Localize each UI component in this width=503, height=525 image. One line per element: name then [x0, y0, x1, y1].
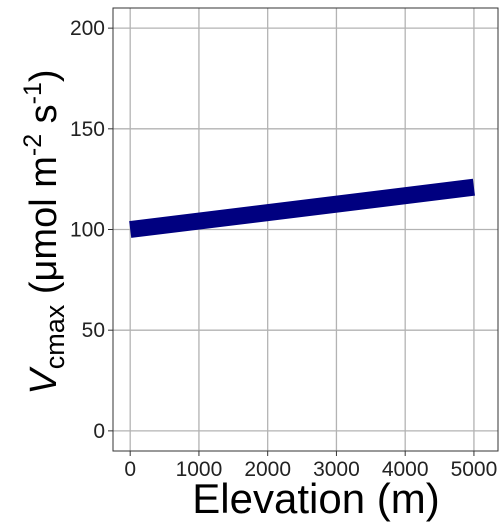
grid-lines — [113, 8, 498, 451]
axis-ticks: 0 1000 2000 3000 4000 5000 0 50 100 150 200 — [70, 17, 497, 481]
y-tick-label: 100 — [70, 219, 105, 242]
y-axis-title: Vcmax (μmol m-2 s-1) — [19, 69, 70, 394]
y-tick-label: 150 — [70, 118, 105, 141]
x-tick-label: 2000 — [244, 458, 291, 481]
y-axis-title-exp2: -1 — [19, 82, 47, 104]
y-tick-label: 200 — [70, 17, 105, 40]
y-axis-title-unit: (μmol m — [23, 156, 65, 305]
series-lines — [129, 178, 475, 238]
y-tick-label: 0 — [93, 420, 105, 443]
x-tick-label: 3000 — [313, 458, 360, 481]
y-axis-title-exp1: -2 — [19, 134, 47, 156]
y-axis-title-symbol: V — [23, 366, 65, 395]
x-axis-title: Elevation (m) — [192, 475, 439, 522]
x-tick-label: 5000 — [451, 458, 498, 481]
y-axis-title-subscript: cmax — [40, 304, 70, 369]
series-line — [129, 178, 475, 238]
x-tick-label: 0 — [124, 458, 136, 481]
x-tick-label: 1000 — [176, 458, 223, 481]
x-tick-label: 4000 — [382, 458, 429, 481]
y-axis-title-close: ) — [23, 69, 65, 82]
y-tick-label: 50 — [82, 319, 105, 342]
y-axis-title-unit-s: s — [23, 104, 65, 134]
